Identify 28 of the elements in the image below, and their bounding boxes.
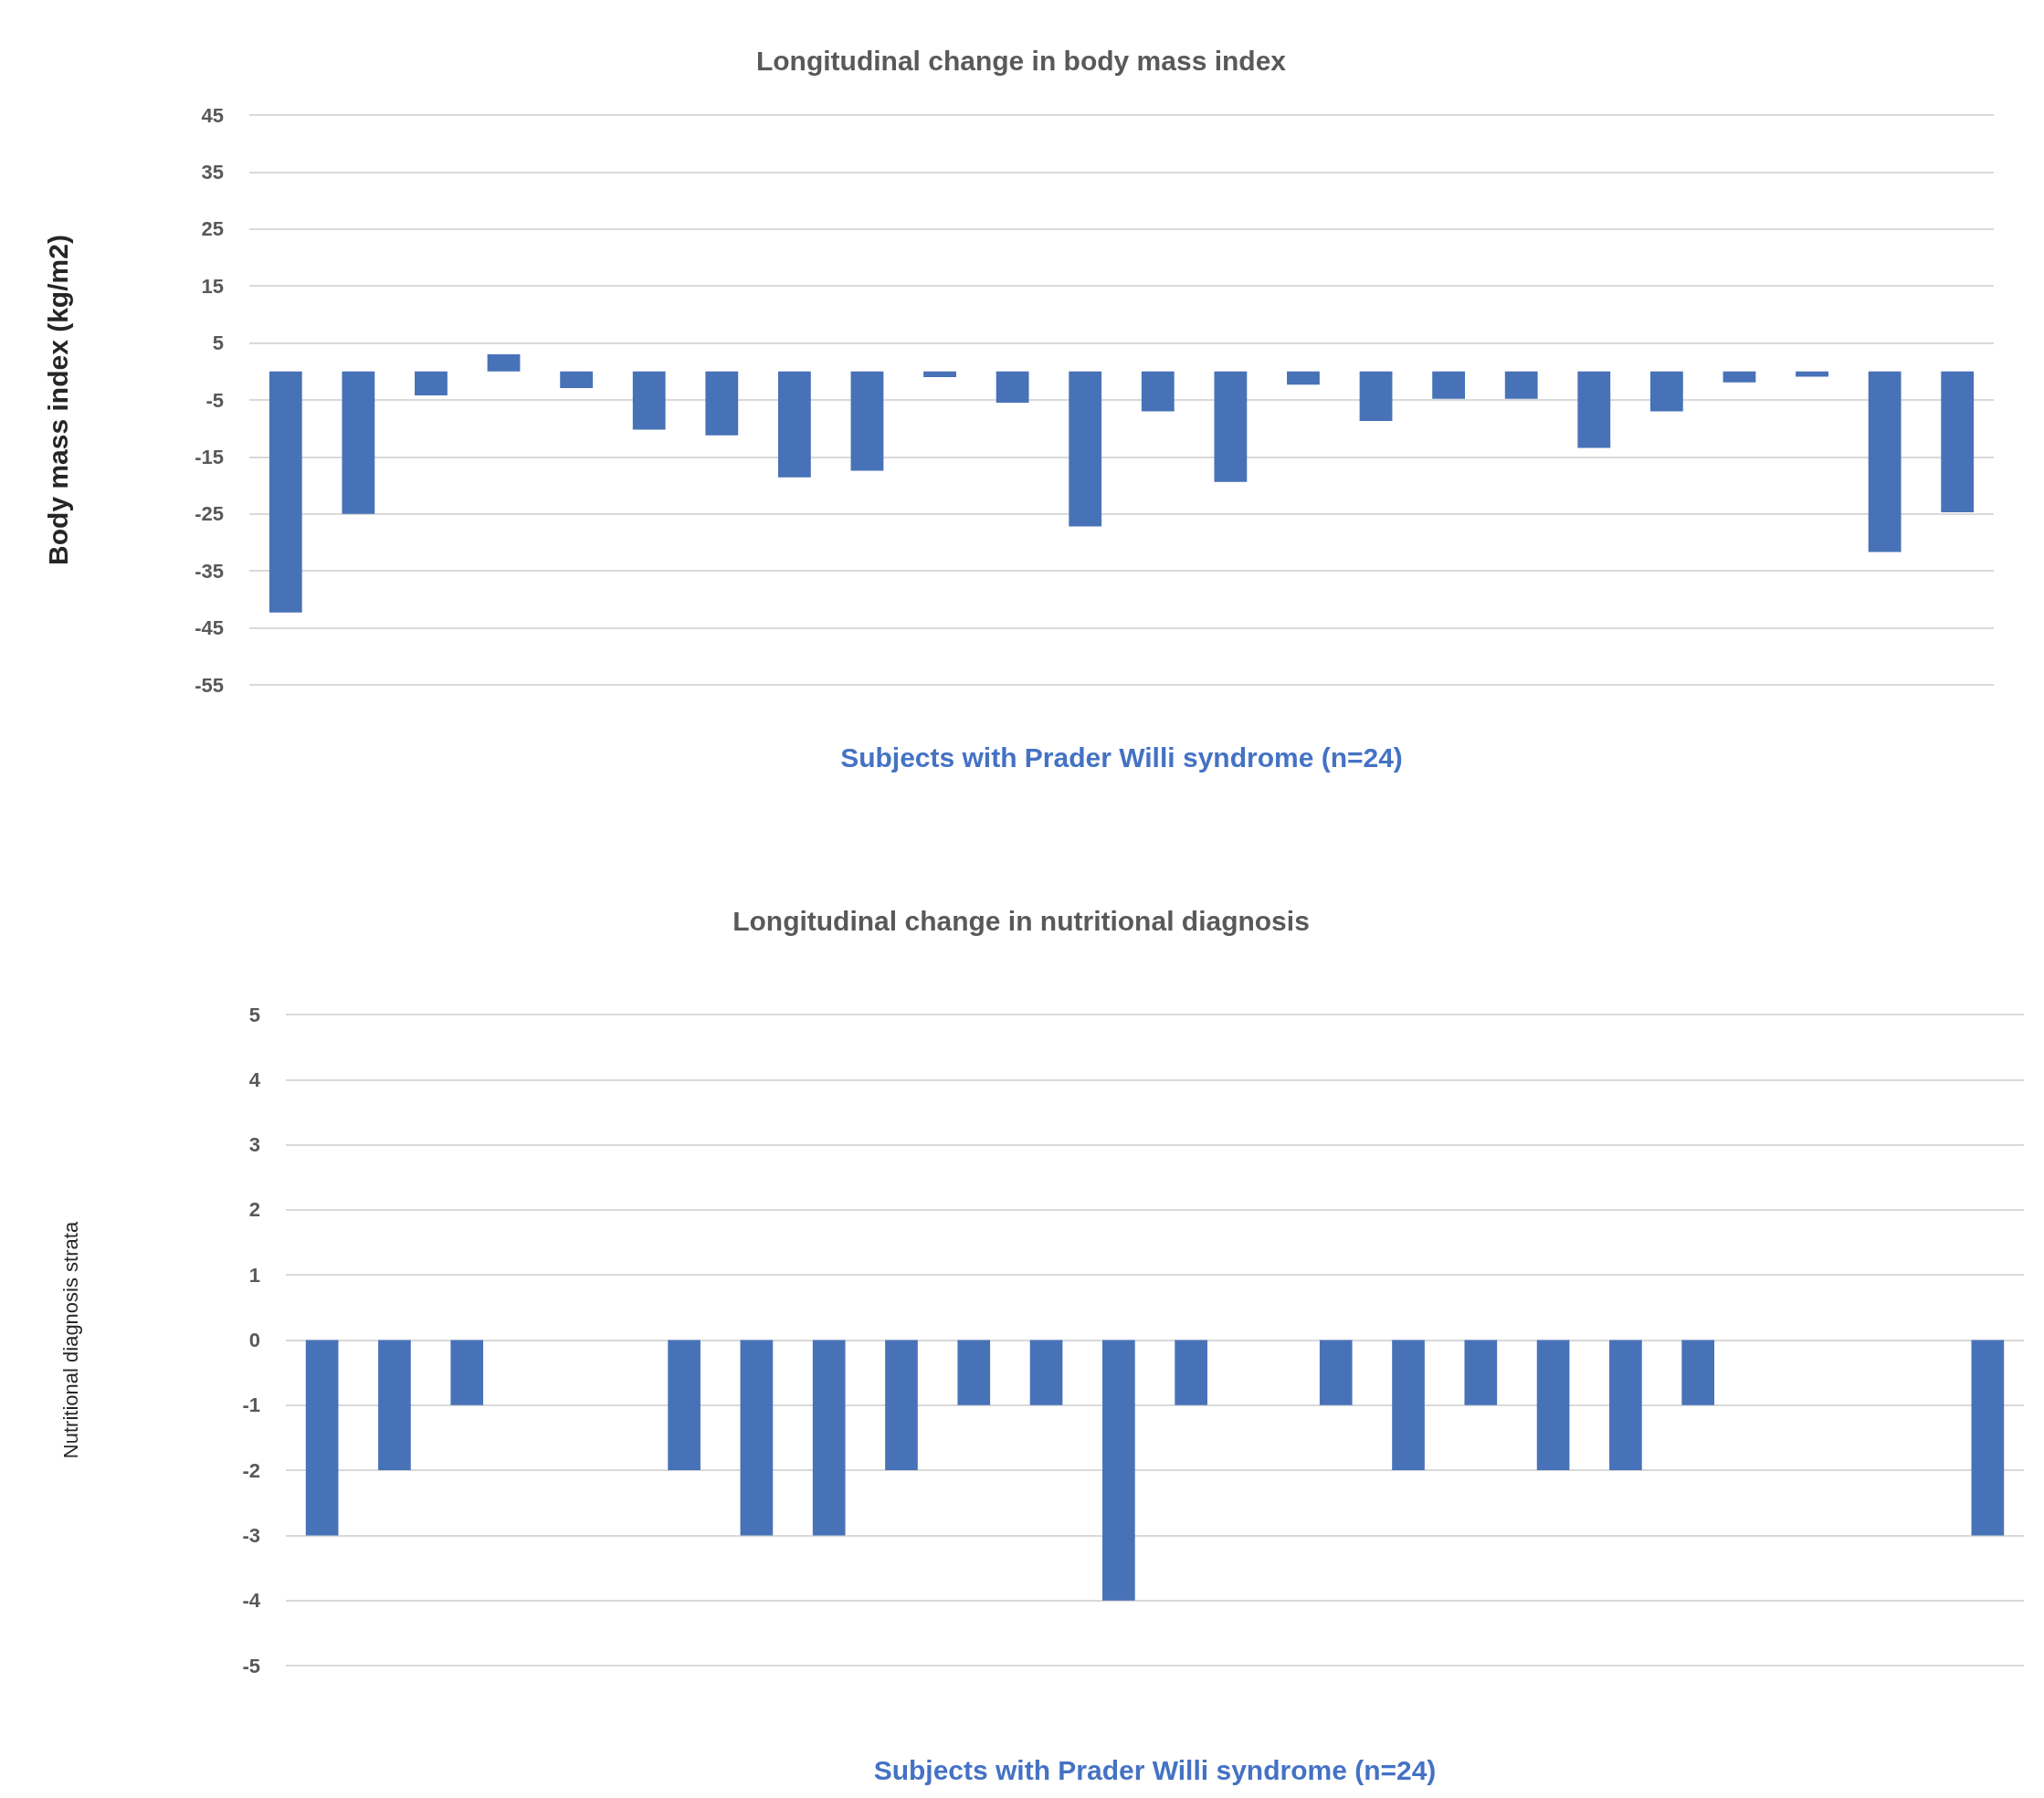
y-tick-label: -45 bbox=[195, 616, 224, 640]
x-axis-title: Subjects with Prader Willi syndrome (n=24) bbox=[873, 1754, 1437, 1785]
y-tick-label: -25 bbox=[195, 502, 224, 526]
y-tick-label: 15 bbox=[201, 274, 224, 298]
y-tick-label: -5 bbox=[242, 1654, 260, 1677]
y-tick-label: 2 bbox=[248, 1198, 260, 1222]
y-tick-label: 0 bbox=[248, 1329, 260, 1351]
y-axis-title: Body mass index (kg/m2) bbox=[42, 235, 73, 565]
y-tick-label: 3 bbox=[248, 1133, 260, 1157]
y-tick-label: 45 bbox=[201, 103, 224, 127]
y-tick-label: -4 bbox=[242, 1589, 261, 1613]
y-tick-label: 1 bbox=[248, 1263, 260, 1287]
y-tick-label: -1 bbox=[242, 1393, 260, 1417]
y-tick-label: -3 bbox=[242, 1523, 260, 1547]
y-tick-label: 25 bbox=[201, 217, 224, 241]
y-tick-label: 35 bbox=[201, 160, 224, 184]
y-tick-label: 5 bbox=[212, 331, 224, 355]
y-axis-title: Nutritional diagnosis strata bbox=[58, 1221, 82, 1459]
y-tick-label: -35 bbox=[195, 559, 224, 583]
y-tick-label: 5 bbox=[248, 1003, 260, 1026]
chart-title: Longitudinal change in body mass index bbox=[755, 45, 1287, 76]
x-axis-title: Subjects with Prader Willi syndrome (n=24) bbox=[840, 741, 1403, 773]
y-tick-label: -15 bbox=[195, 445, 224, 468]
y-tick-label: 4 bbox=[248, 1067, 261, 1091]
y-tick-label: -55 bbox=[195, 673, 224, 697]
y-tick-label: -5 bbox=[205, 388, 224, 412]
chart-title: Longitudinal change in nutritional diagnosis bbox=[732, 905, 1310, 936]
y-tick-label: -2 bbox=[242, 1458, 260, 1482]
